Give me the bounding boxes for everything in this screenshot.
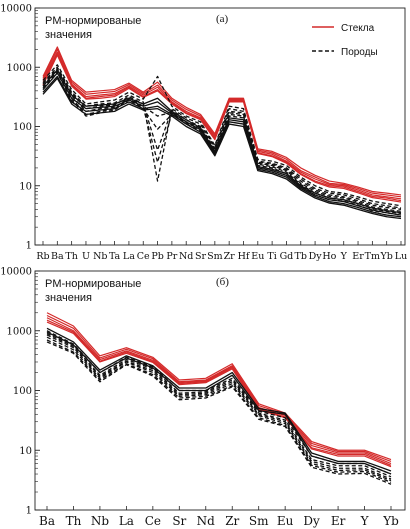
rock-series-line-11 [42, 69, 402, 214]
legend-label-glass: Стекла [341, 23, 375, 34]
x-tick-label-Nb: Nb [91, 514, 110, 528]
y-tick-label: 10000 [0, 4, 32, 15]
glass-series-line-2 [42, 51, 402, 200]
x-tick-label-Dy: Dy [303, 514, 320, 528]
legend-label-rock: Породы [341, 47, 378, 58]
x-tick-label-Gd: Gd [280, 251, 294, 262]
x-tick-label-Th: Th [66, 514, 82, 528]
x-tick-label-Nd: Nd [179, 251, 193, 262]
series-group-a [42, 46, 402, 220]
x-tick-label-U: U [82, 251, 90, 262]
x-tick-label-Yb: Yb [382, 514, 399, 528]
rock-series-line-8 [46, 336, 392, 482]
glass-series-line-4 [46, 321, 392, 468]
x-tick-label-Sr: Sr [195, 251, 207, 262]
rock-series-line-7 [46, 334, 392, 480]
x-tick-label-Y: Y [340, 251, 348, 262]
x-tick-label-Sr: Sr [172, 514, 186, 528]
x-tick-label-Tb: Tb [295, 251, 307, 262]
glass-series-line-2 [46, 317, 392, 465]
x-tick-label-Lu: Lu [395, 251, 407, 262]
y-tick-label: 1 [26, 241, 32, 252]
rock-series-line-8 [42, 69, 402, 212]
x-tick-label-Yb: Yb [380, 251, 393, 262]
x-tick-label-Hf: Hf [238, 251, 251, 262]
x-tick-label-Zr: Zr [224, 251, 236, 262]
x-tick-label-La: La [119, 514, 134, 528]
rock-series-line-6 [46, 332, 392, 478]
glass-series-line-0 [46, 312, 392, 461]
x-ticks-b: Ba Th Nb La Ce Sr Nd Zr Sm Eu Dy Er Y Yb [39, 506, 399, 528]
y-label-line1-a: PM-нормированые [45, 15, 141, 27]
rock-series-line-14 [42, 77, 402, 220]
rock-series-line-5 [42, 64, 402, 207]
y-tick-label: 1 [26, 506, 32, 517]
x-tick-label-Ba: Ba [39, 514, 55, 528]
x-tick-label-La: La [123, 251, 135, 262]
x-tick-label-Th: Th [65, 251, 77, 262]
y-label-line1-b: PM-нормированые [45, 278, 141, 290]
y-tick-label: 10 [19, 446, 32, 457]
y-ticks-b: 1 10 100 1000 10000 [0, 267, 40, 517]
y-tick-label: 1000 [7, 326, 32, 337]
rock-series-line-12 [42, 72, 402, 216]
rock-series-line-6 [42, 66, 402, 209]
panel-label-a: (а) [216, 13, 229, 25]
x-tick-label-Pr: Pr [166, 251, 177, 262]
x-tick-label-Pb: Pb [151, 251, 163, 262]
x-tick-label-Sm: Sm [249, 514, 269, 528]
x-tick-label-Ho: Ho [322, 251, 336, 262]
y-tick-label: 10 [19, 181, 32, 192]
x-tick-label-Ce: Ce [145, 514, 161, 528]
y-ticks-a: 1 10 100 1000 10000 [0, 4, 40, 252]
x-tick-label-Rb: Rb [36, 251, 49, 262]
rock-series-line-9 [46, 339, 392, 483]
series-group-b [46, 312, 392, 485]
x-tick-label-Y: Y [360, 514, 370, 528]
glass-series-line-1 [46, 314, 392, 462]
y-tick-label: 10000 [0, 267, 32, 278]
y-tick-label: 1000 [7, 63, 32, 74]
x-tick-label-Ce: Ce [137, 251, 150, 262]
rock-series-line-12 [46, 331, 392, 475]
panel-label-b: (б) [216, 276, 229, 288]
x-tick-label-Eu: Eu [251, 251, 264, 262]
y-label-line2-a: значения [45, 29, 92, 41]
x-tick-label-Ti: Ti [267, 251, 276, 262]
y-tick-label: 100 [13, 386, 32, 397]
x-tick-label-Nd: Nd [197, 514, 216, 528]
glass-series-line-4 [42, 54, 402, 203]
x-tick-label-Eu: Eu [277, 514, 294, 528]
x-ticks-a: Rb Ba Th U Nb Ta La Ce Pb Pr Nd Sr Sm Zr Hf Eu Ti Gd Tb Dy H… [36, 241, 407, 262]
x-tick-label-Tm: Tm [365, 251, 380, 262]
y-label-line2-b: значения [45, 292, 92, 304]
y-tick-label: 100 [13, 122, 32, 133]
x-tick-label-Ba: Ba [51, 251, 64, 262]
x-tick-label-Dy: Dy [309, 251, 323, 262]
rock-series-line-13 [42, 75, 402, 218]
legend: Стекла Породы [312, 23, 378, 58]
rock-series-line-11 [46, 327, 392, 472]
rock-series-line-10 [46, 341, 392, 485]
glass-series-line-1 [42, 48, 402, 198]
x-tick-label-Er: Er [331, 514, 346, 528]
glass-series-line-3 [46, 319, 392, 466]
x-tick-label-Zr: Zr [225, 514, 239, 528]
x-tick-label-Er: Er [352, 251, 364, 262]
x-tick-label-Sm: Sm [207, 251, 223, 262]
x-tick-label-Ta: Ta [109, 251, 121, 262]
x-tick-label-Nb: Nb [93, 251, 107, 262]
chart-panel-a: Rb Ba Th U Nb Ta La Ce Pb Pr Nd Sr Sm Zr Hf Eu Ti Gd Tb Dy H… [0, 4, 407, 263]
chart-panel-b: Ba Th Nb La Ce Sr Nd Zr Sm Eu Dy Er Y Yb 1 10 100 1000 10… [0, 267, 406, 528]
